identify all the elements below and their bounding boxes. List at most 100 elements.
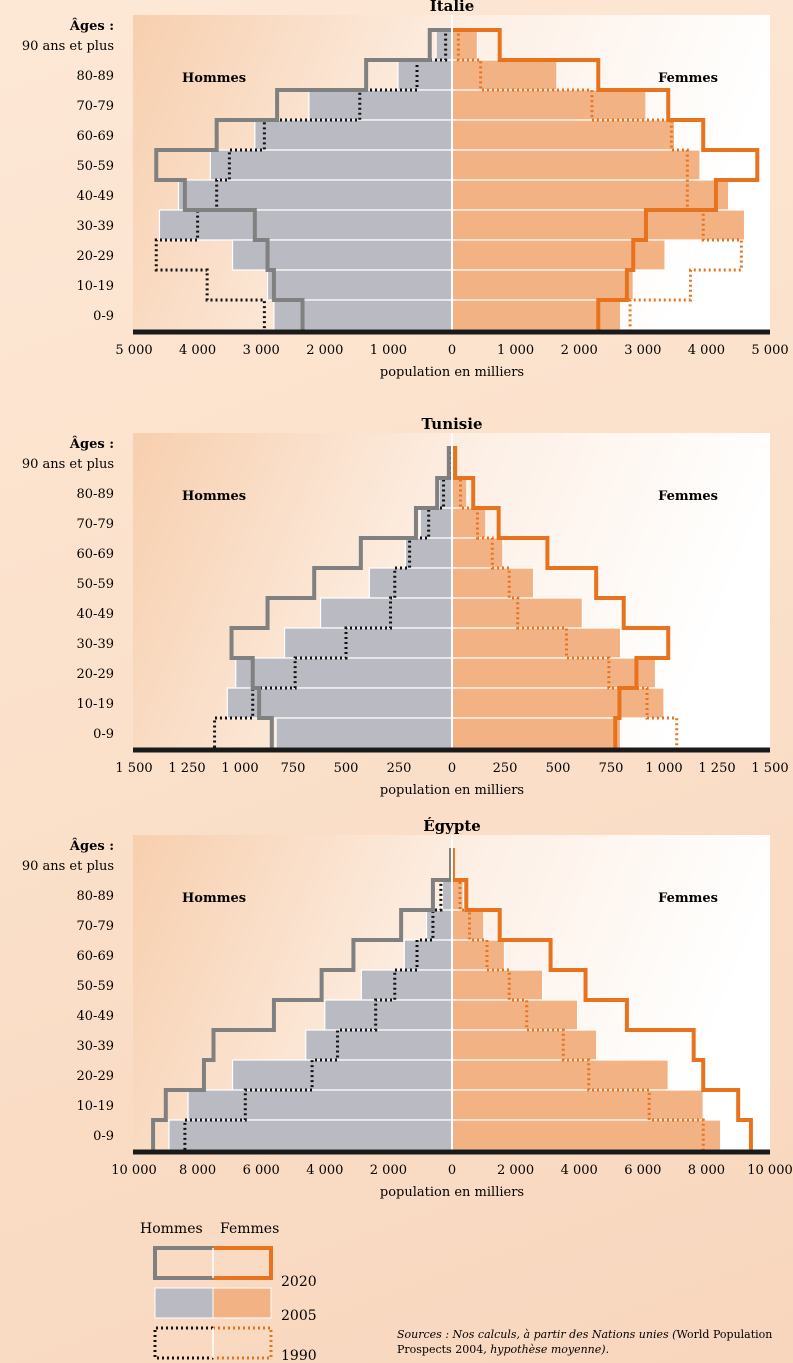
- age-label: 10-19: [77, 697, 114, 712]
- bar-men-2005: [425, 909, 453, 941]
- chart-title: Tunisie: [422, 415, 483, 433]
- bar-women-2005: [451, 909, 485, 941]
- legend-item-2020: 2020: [153, 1246, 317, 1290]
- bar-women-2005: [451, 969, 544, 1001]
- bar-women-2005: [451, 119, 676, 151]
- tick-label: 5 000: [115, 343, 152, 358]
- bar-men-2005: [319, 597, 453, 629]
- age-label: 60-69: [77, 949, 114, 964]
- bar-men-2005: [168, 1119, 453, 1151]
- men-label: Hommes: [182, 489, 246, 504]
- tick-label: 4 000: [561, 1163, 598, 1178]
- bar-men-2005: [403, 939, 453, 971]
- age-label: 0-9: [93, 309, 114, 324]
- tick-label: 2 000: [561, 343, 598, 358]
- source-line-2: Prospects 2004, hypothèse moyenne).: [397, 1343, 609, 1356]
- bar-men-2005: [275, 717, 453, 749]
- tick-label: 6 000: [624, 1163, 661, 1178]
- pyramid-italie: Italie Âges : 90 ans et plus 80-89 70-79 60-6…: [22, 0, 789, 380]
- bar-women-2005: [451, 537, 504, 569]
- tick-label: 6 000: [243, 1163, 280, 1178]
- age-label: 70-79: [77, 919, 114, 934]
- bar-men-2005: [435, 29, 453, 61]
- ages-heading: Âges :: [69, 18, 114, 34]
- bar-men-2005: [404, 537, 453, 569]
- tick-label: 500: [334, 761, 359, 776]
- age-label: 70-79: [77, 517, 114, 532]
- bar-men-2005: [308, 89, 453, 121]
- x-axis-label: population en milliers: [380, 783, 524, 798]
- bar-men-2005: [283, 627, 453, 659]
- tick-label: 1 500: [751, 761, 788, 776]
- tick-label: 2 000: [306, 343, 343, 358]
- bar-women-2005: [451, 299, 622, 331]
- age-label: 60-69: [77, 547, 114, 562]
- x-axis-label: population en milliers: [380, 365, 524, 380]
- bar-women-2005: [451, 477, 468, 509]
- bar-women-2005: [451, 89, 647, 121]
- age-label: 40-49: [77, 189, 114, 204]
- tick-label: 10 000: [747, 1163, 793, 1178]
- age-label: 30-39: [77, 219, 114, 234]
- tick-label: 1 000: [497, 343, 534, 358]
- tick-label: 250: [387, 761, 412, 776]
- bar-women-2005: [451, 657, 657, 689]
- bar-women-2005: [451, 149, 701, 181]
- tick-label: 3 000: [243, 343, 280, 358]
- bar-women-2005: [451, 999, 579, 1031]
- bar-men-2005: [254, 119, 453, 151]
- outline-men-2020: [151, 848, 454, 1150]
- bar-men-2005: [235, 657, 453, 689]
- bar-women-2005: [451, 879, 464, 911]
- tick-label: 0: [448, 343, 456, 358]
- bar-men-2005: [397, 59, 453, 91]
- tick-label: 4 000: [306, 1163, 343, 1178]
- age-label: 50-59: [77, 159, 114, 174]
- bar-men-2005: [419, 507, 453, 539]
- outline-men-2020: [229, 446, 452, 748]
- bar-women-2005: [451, 59, 558, 91]
- tick-label: 1 000: [221, 761, 258, 776]
- bar-men-2005: [368, 567, 453, 599]
- legend-swatch-men: [153, 1246, 213, 1280]
- legend-swatch-women: [212, 1287, 272, 1319]
- tick-label: 250: [493, 761, 518, 776]
- age-label: 30-39: [77, 637, 114, 652]
- age-label: 30-39: [77, 1039, 114, 1054]
- age-label: 70-79: [77, 99, 114, 114]
- age-label: 80-89: [77, 69, 114, 84]
- bar-men-2005: [324, 999, 453, 1031]
- age-label: 60-69: [77, 129, 114, 144]
- men-label: Hommes: [182, 891, 246, 906]
- tick-label: 1 000: [370, 343, 407, 358]
- x-axis-label: population en milliers: [380, 1185, 524, 1200]
- legend-year-label: 2005: [281, 1308, 317, 1324]
- age-label: 50-59: [77, 979, 114, 994]
- age-label: 20-29: [77, 249, 114, 264]
- ages-heading: Âges :: [69, 838, 114, 854]
- tick-label: 8 000: [179, 1163, 216, 1178]
- outline-men-2020: [154, 28, 452, 330]
- bar-women-2005: [451, 567, 535, 599]
- bar-men-2005: [231, 239, 453, 271]
- age-label: 40-49: [77, 1009, 114, 1024]
- tick-label: 4 000: [179, 343, 216, 358]
- tick-label: 1 000: [645, 761, 682, 776]
- age-label: 90 ans et plus: [22, 39, 114, 54]
- age-label: 80-89: [77, 889, 114, 904]
- tick-label: 500: [546, 761, 571, 776]
- outline-men-1990: [213, 446, 453, 748]
- tick-label: 750: [599, 761, 624, 776]
- legend-swatch-men: [153, 1326, 213, 1360]
- tick-label: 10 000: [111, 1163, 157, 1178]
- bar-women-2005: [451, 717, 622, 749]
- bar-men-2005: [360, 969, 453, 1001]
- legend-swatch-men: [154, 1287, 214, 1319]
- pyramid-egypte: Égypte Âges : 90 ans et plus 80-89 70-79 60-6…: [22, 817, 793, 1200]
- bar-women-2005: [451, 687, 665, 719]
- age-label: 90 ans et plus: [22, 859, 114, 874]
- tick-label: 0: [448, 761, 456, 776]
- bar-women-2005: [451, 1089, 704, 1121]
- legend: Hommes Femmes 2020 2005 1990: [140, 1221, 317, 1363]
- chart-title: Italie: [430, 0, 475, 15]
